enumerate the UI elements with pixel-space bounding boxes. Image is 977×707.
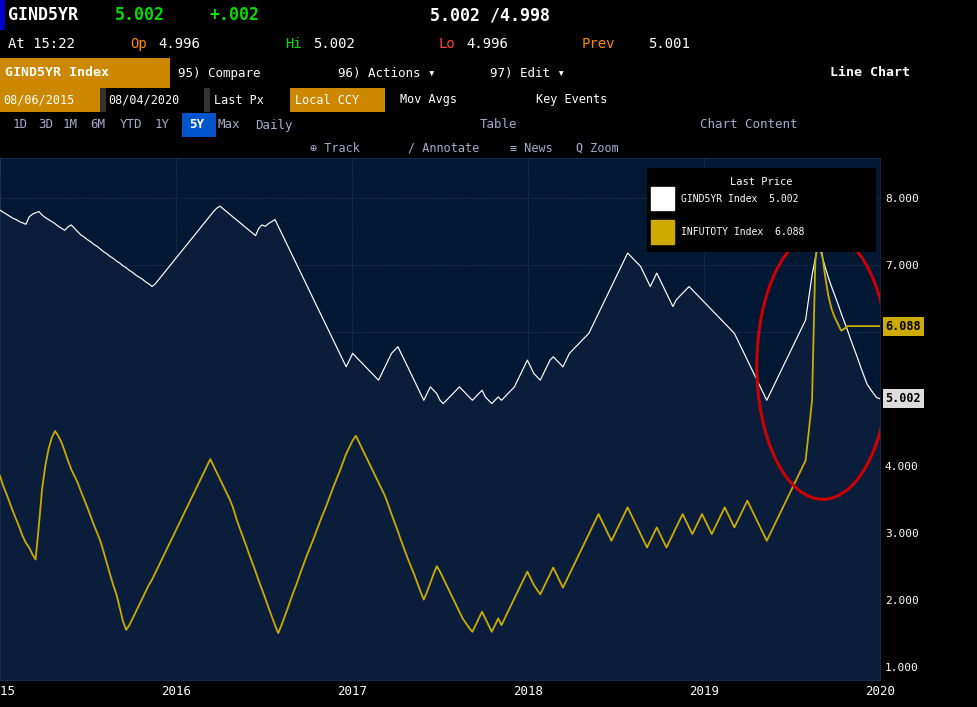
Text: 3D: 3D <box>38 119 53 132</box>
Bar <box>100 88 106 112</box>
Text: +.002: +.002 <box>210 6 260 24</box>
Text: Q Zoom: Q Zoom <box>576 141 618 155</box>
Text: At 15:22: At 15:22 <box>8 37 75 51</box>
Text: Op: Op <box>130 37 147 51</box>
Text: Lo: Lo <box>438 37 454 51</box>
Text: GIND5YR: GIND5YR <box>8 6 78 24</box>
Text: 5.002 /4.998: 5.002 /4.998 <box>430 6 550 24</box>
Text: 96) Actions ▾: 96) Actions ▾ <box>338 66 436 79</box>
Text: GIND5YR Index: GIND5YR Index <box>5 66 109 79</box>
Text: 5.001: 5.001 <box>648 37 690 51</box>
Text: 1Y: 1Y <box>155 119 170 132</box>
Text: 5.002: 5.002 <box>885 392 921 405</box>
Text: / Annotate: / Annotate <box>408 141 480 155</box>
Text: 08/04/2020: 08/04/2020 <box>108 93 179 107</box>
Text: Table: Table <box>480 119 518 132</box>
Text: 95) Compare: 95) Compare <box>178 66 261 79</box>
Text: 1M: 1M <box>63 119 78 132</box>
Text: ≡ News: ≡ News <box>510 141 553 155</box>
Text: Last Px: Last Px <box>214 93 264 107</box>
Text: Chart Content: Chart Content <box>700 119 797 132</box>
Bar <box>182 113 216 137</box>
Text: 08/06/2015: 08/06/2015 <box>3 93 74 107</box>
Text: INFUTOTY Index  6.088: INFUTOTY Index 6.088 <box>681 227 804 237</box>
Bar <box>204 88 210 112</box>
Bar <box>0 88 100 112</box>
Text: Mov Avgs: Mov Avgs <box>400 93 457 107</box>
Text: 4.996: 4.996 <box>466 37 508 51</box>
Text: 6M: 6M <box>90 119 105 132</box>
Text: Hi: Hi <box>285 37 302 51</box>
Text: 97) Edit ▾: 97) Edit ▾ <box>490 66 565 79</box>
Text: 5.002: 5.002 <box>313 37 355 51</box>
Text: 5.002: 5.002 <box>115 6 165 24</box>
Text: Max: Max <box>218 119 240 132</box>
Bar <box>290 88 385 112</box>
Bar <box>652 220 674 244</box>
Text: ⊕ Track: ⊕ Track <box>310 141 360 155</box>
Text: Line Chart: Line Chart <box>830 66 910 79</box>
Text: 6.088: 6.088 <box>885 320 921 332</box>
Bar <box>0 0 5 30</box>
Text: GIND5YR Index  5.002: GIND5YR Index 5.002 <box>681 194 798 204</box>
Bar <box>652 187 674 210</box>
Text: Key Events: Key Events <box>536 93 608 107</box>
Text: 4.996: 4.996 <box>158 37 200 51</box>
Text: Last Price: Last Price <box>730 177 792 187</box>
Bar <box>0 58 170 88</box>
Text: Daily: Daily <box>255 119 292 132</box>
Text: YTD: YTD <box>120 119 143 132</box>
Text: Local CCY: Local CCY <box>295 93 360 107</box>
Text: Prev: Prev <box>582 37 616 51</box>
Text: 5Y: 5Y <box>189 119 204 132</box>
Text: 1D: 1D <box>13 119 28 132</box>
